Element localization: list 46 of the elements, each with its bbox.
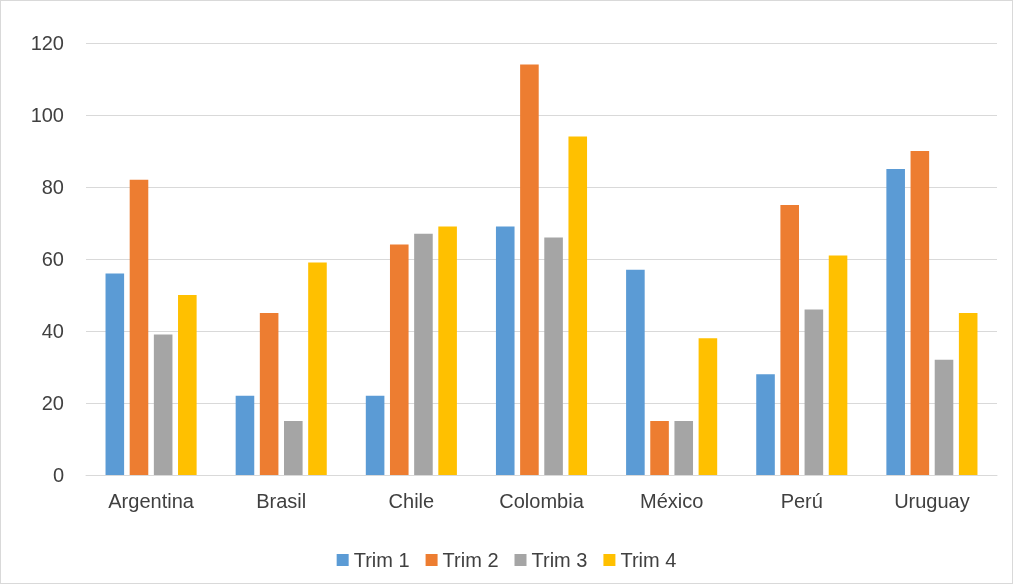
bar (910, 151, 930, 475)
bar (105, 273, 125, 475)
bar (178, 295, 197, 475)
bar (698, 338, 718, 475)
bar (626, 269, 645, 475)
bar (365, 395, 385, 475)
bar (674, 421, 694, 475)
y-tick-label: 40 (41, 320, 64, 342)
bar (756, 374, 775, 475)
y-tick-label: 20 (41, 392, 64, 414)
y-tick-label: 80 (41, 176, 64, 198)
legend-label: Trim 3 (531, 549, 588, 571)
legend-label: Trim 2 (442, 549, 499, 571)
bar (235, 395, 255, 475)
y-tick-label: 60 (41, 248, 64, 270)
y-tick-label: 100 (30, 104, 64, 126)
legend-label: Trim 4 (620, 549, 677, 571)
legend-label: Trim 1 (353, 549, 410, 571)
x-tick-label: Chile (388, 490, 435, 512)
bar (958, 313, 978, 475)
bar (886, 169, 905, 475)
bar (520, 64, 539, 475)
x-tick-label: Uruguay (894, 490, 970, 512)
y-tick-label: 0 (52, 464, 64, 486)
y-tick-label: 120 (30, 32, 64, 54)
x-tick-label: Argentina (108, 490, 195, 512)
bar (153, 334, 173, 475)
bar (780, 205, 799, 475)
bar (259, 313, 279, 475)
bar (804, 309, 824, 475)
bar (495, 226, 515, 475)
bar (568, 136, 588, 475)
x-tick-label: Colombia (499, 490, 585, 512)
bar (650, 421, 669, 475)
bar (129, 179, 149, 475)
bar (828, 255, 848, 475)
bar (284, 421, 303, 475)
bar (544, 237, 563, 475)
bar (934, 359, 954, 475)
bar (414, 233, 433, 475)
x-tick-label: Perú (780, 490, 823, 512)
x-tick-label: Brasil (256, 490, 307, 512)
bar (438, 226, 457, 475)
x-tick-label: México (639, 490, 704, 512)
bar (308, 262, 327, 475)
bar (389, 244, 409, 475)
